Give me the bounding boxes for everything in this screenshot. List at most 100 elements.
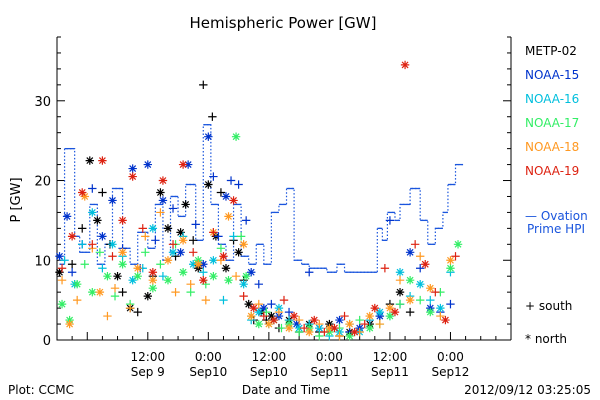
south-point-marker — [277, 323, 286, 333]
x-tick-label-time: 12:00 — [252, 350, 287, 364]
north-point-marker — [133, 272, 142, 281]
data-point — [375, 319, 385, 329]
north-point-marker — [128, 172, 137, 181]
data-point — [446, 299, 455, 309]
south-point-marker — [88, 184, 97, 193]
north-point-marker — [241, 272, 251, 281]
north-point-marker — [88, 287, 97, 297]
data-point — [224, 275, 233, 285]
data-point — [284, 307, 294, 317]
south-point-marker — [103, 311, 112, 321]
data-point — [108, 196, 117, 205]
data-point — [315, 319, 324, 329]
data-point — [345, 331, 354, 341]
south-point-marker — [299, 323, 309, 333]
legend-south-symbol: + south — [525, 299, 572, 313]
north-point-marker — [229, 196, 238, 205]
north-point-marker — [178, 236, 188, 245]
north-point-marker — [234, 248, 243, 257]
north-point-marker — [345, 319, 354, 329]
data-point — [284, 323, 294, 333]
legend-item-noaa-15: NOAA-15 — [525, 68, 579, 82]
data-point — [201, 295, 211, 305]
south-point-marker — [209, 172, 218, 181]
data-point — [80, 260, 89, 269]
data-point — [239, 291, 248, 301]
data-point — [436, 303, 445, 313]
south-point-marker — [267, 299, 276, 309]
data-point — [375, 307, 385, 317]
data-point — [426, 283, 435, 293]
data-point — [247, 311, 256, 321]
data-point — [98, 188, 107, 197]
south-point-marker — [451, 252, 460, 261]
data-point — [178, 160, 188, 169]
data-point — [395, 275, 405, 285]
data-point — [156, 260, 165, 269]
data-point — [264, 319, 274, 329]
south-point-marker — [315, 319, 324, 329]
data-point — [78, 188, 87, 197]
legend-item-noaa-19: NOAA-19 — [525, 164, 579, 178]
data-point — [219, 252, 228, 261]
north-point-marker — [395, 287, 405, 297]
data-point — [199, 268, 208, 277]
north-point-marker — [345, 331, 354, 341]
south-point-marker — [254, 279, 263, 289]
data-point — [88, 287, 97, 297]
north-point-marker — [118, 248, 127, 257]
south-point-marker — [141, 232, 150, 241]
data-point — [325, 323, 334, 333]
data-point — [453, 240, 463, 249]
north-point-marker — [163, 224, 173, 233]
data-point — [98, 232, 107, 241]
south-point-marker — [375, 319, 385, 329]
data-point — [125, 303, 135, 313]
data-point — [416, 252, 425, 261]
data-point — [189, 236, 198, 245]
north-point-marker — [405, 248, 415, 257]
south-point-marker — [189, 248, 198, 257]
south-point-marker — [78, 240, 87, 249]
series-noaa-18 — [57, 192, 455, 341]
data-point — [168, 240, 178, 249]
data-point — [320, 327, 329, 337]
south-point-marker — [108, 252, 117, 261]
north-point-marker — [95, 287, 105, 297]
north-point-marker — [55, 252, 64, 261]
data-point — [65, 319, 74, 329]
data-point — [163, 256, 173, 265]
data-point — [55, 252, 64, 261]
south-point-marker — [431, 287, 440, 297]
data-point — [426, 307, 435, 317]
south-point-marker — [410, 240, 420, 249]
south-point-marker — [315, 331, 324, 341]
north-point-marker — [118, 216, 127, 225]
north-point-marker — [103, 272, 112, 281]
data-point — [431, 287, 440, 297]
data-point — [208, 112, 217, 121]
data-point — [446, 264, 455, 273]
north-point-marker — [239, 240, 248, 249]
south-point-marker — [436, 311, 445, 321]
data-point — [133, 272, 142, 281]
data-point — [189, 248, 198, 257]
north-point-marker — [163, 275, 173, 285]
data-point — [128, 164, 137, 173]
data-point — [186, 279, 195, 289]
plot-frame — [56, 37, 512, 341]
data-point — [118, 248, 127, 257]
south-point-marker — [168, 204, 178, 213]
data-point — [67, 232, 77, 241]
north-point-marker — [335, 315, 344, 325]
data-point — [305, 268, 314, 277]
data-point — [216, 188, 226, 197]
south-point-marker — [125, 303, 135, 313]
south-point-marker — [191, 220, 200, 229]
data-point — [138, 224, 147, 233]
south-point-marker — [395, 299, 405, 309]
south-point-marker — [426, 295, 435, 305]
data-point — [289, 311, 299, 321]
data-point — [416, 264, 425, 273]
north-point-marker — [400, 60, 410, 70]
